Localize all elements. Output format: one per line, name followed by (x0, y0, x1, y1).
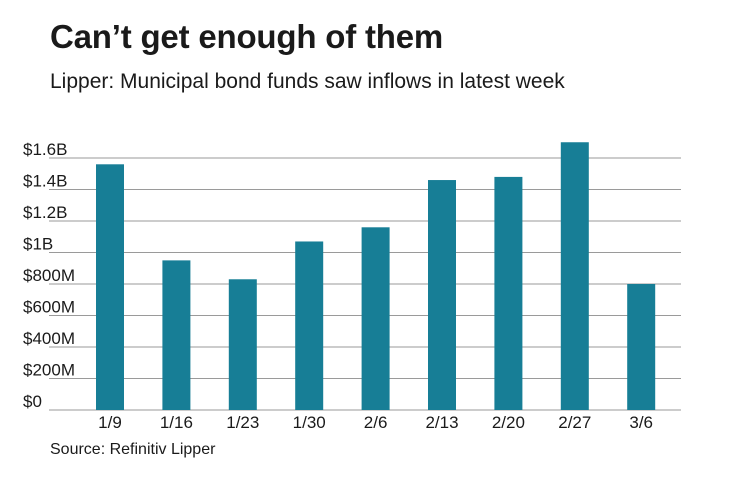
bar-1-16 (162, 260, 191, 410)
bar-3-6 (627, 284, 656, 410)
y-tick-label: $600M (23, 298, 75, 317)
bar-1-30 (295, 241, 324, 410)
y-tick-label: $1.4B (23, 172, 67, 191)
x-tick-label: 1/9 (98, 413, 122, 432)
bar-2-13 (428, 180, 456, 410)
y-axis-tick-labels: $0 $200M $400M $600M $800M $1B $1.2B $1.4B $1.6B (23, 140, 75, 411)
y-tick-label: $0 (23, 392, 42, 411)
bar-2-27 (560, 142, 589, 410)
y-tick-label: $400M (23, 329, 75, 348)
x-tick-label: 1/16 (160, 413, 193, 432)
bar-1-23 (228, 279, 257, 410)
x-axis-tick-labels: 1/9 1/16 1/23 1/30 2/6 2/13 2/20 2/27 3/6 (98, 413, 653, 432)
x-tick-label: 1/30 (293, 413, 326, 432)
bar-2-6 (361, 227, 390, 410)
x-tick-label: 2/20 (492, 413, 525, 432)
x-tick-label: 2/13 (425, 413, 458, 432)
y-tick-label: $200M (23, 361, 75, 380)
y-tick-label: $1.6B (23, 140, 67, 159)
x-tick-label: 2/6 (364, 413, 388, 432)
bar-2-20 (494, 176, 523, 410)
y-tick-label: $1B (23, 235, 53, 254)
source-note: Source: Refinitiv Lipper (50, 441, 216, 458)
x-tick-label: 1/23 (226, 413, 259, 432)
x-tick-label: 2/27 (558, 413, 591, 432)
x-tick-label: 3/6 (629, 413, 653, 432)
bars (96, 142, 656, 410)
chart-subtitle: Lipper: Municipal bond funds saw inflows… (50, 70, 565, 93)
bar-1-9 (96, 164, 124, 410)
chart-title: Can’t get enough of them (50, 18, 444, 55)
y-tick-label: $1.2B (23, 203, 67, 222)
y-tick-label: $800M (23, 266, 75, 285)
